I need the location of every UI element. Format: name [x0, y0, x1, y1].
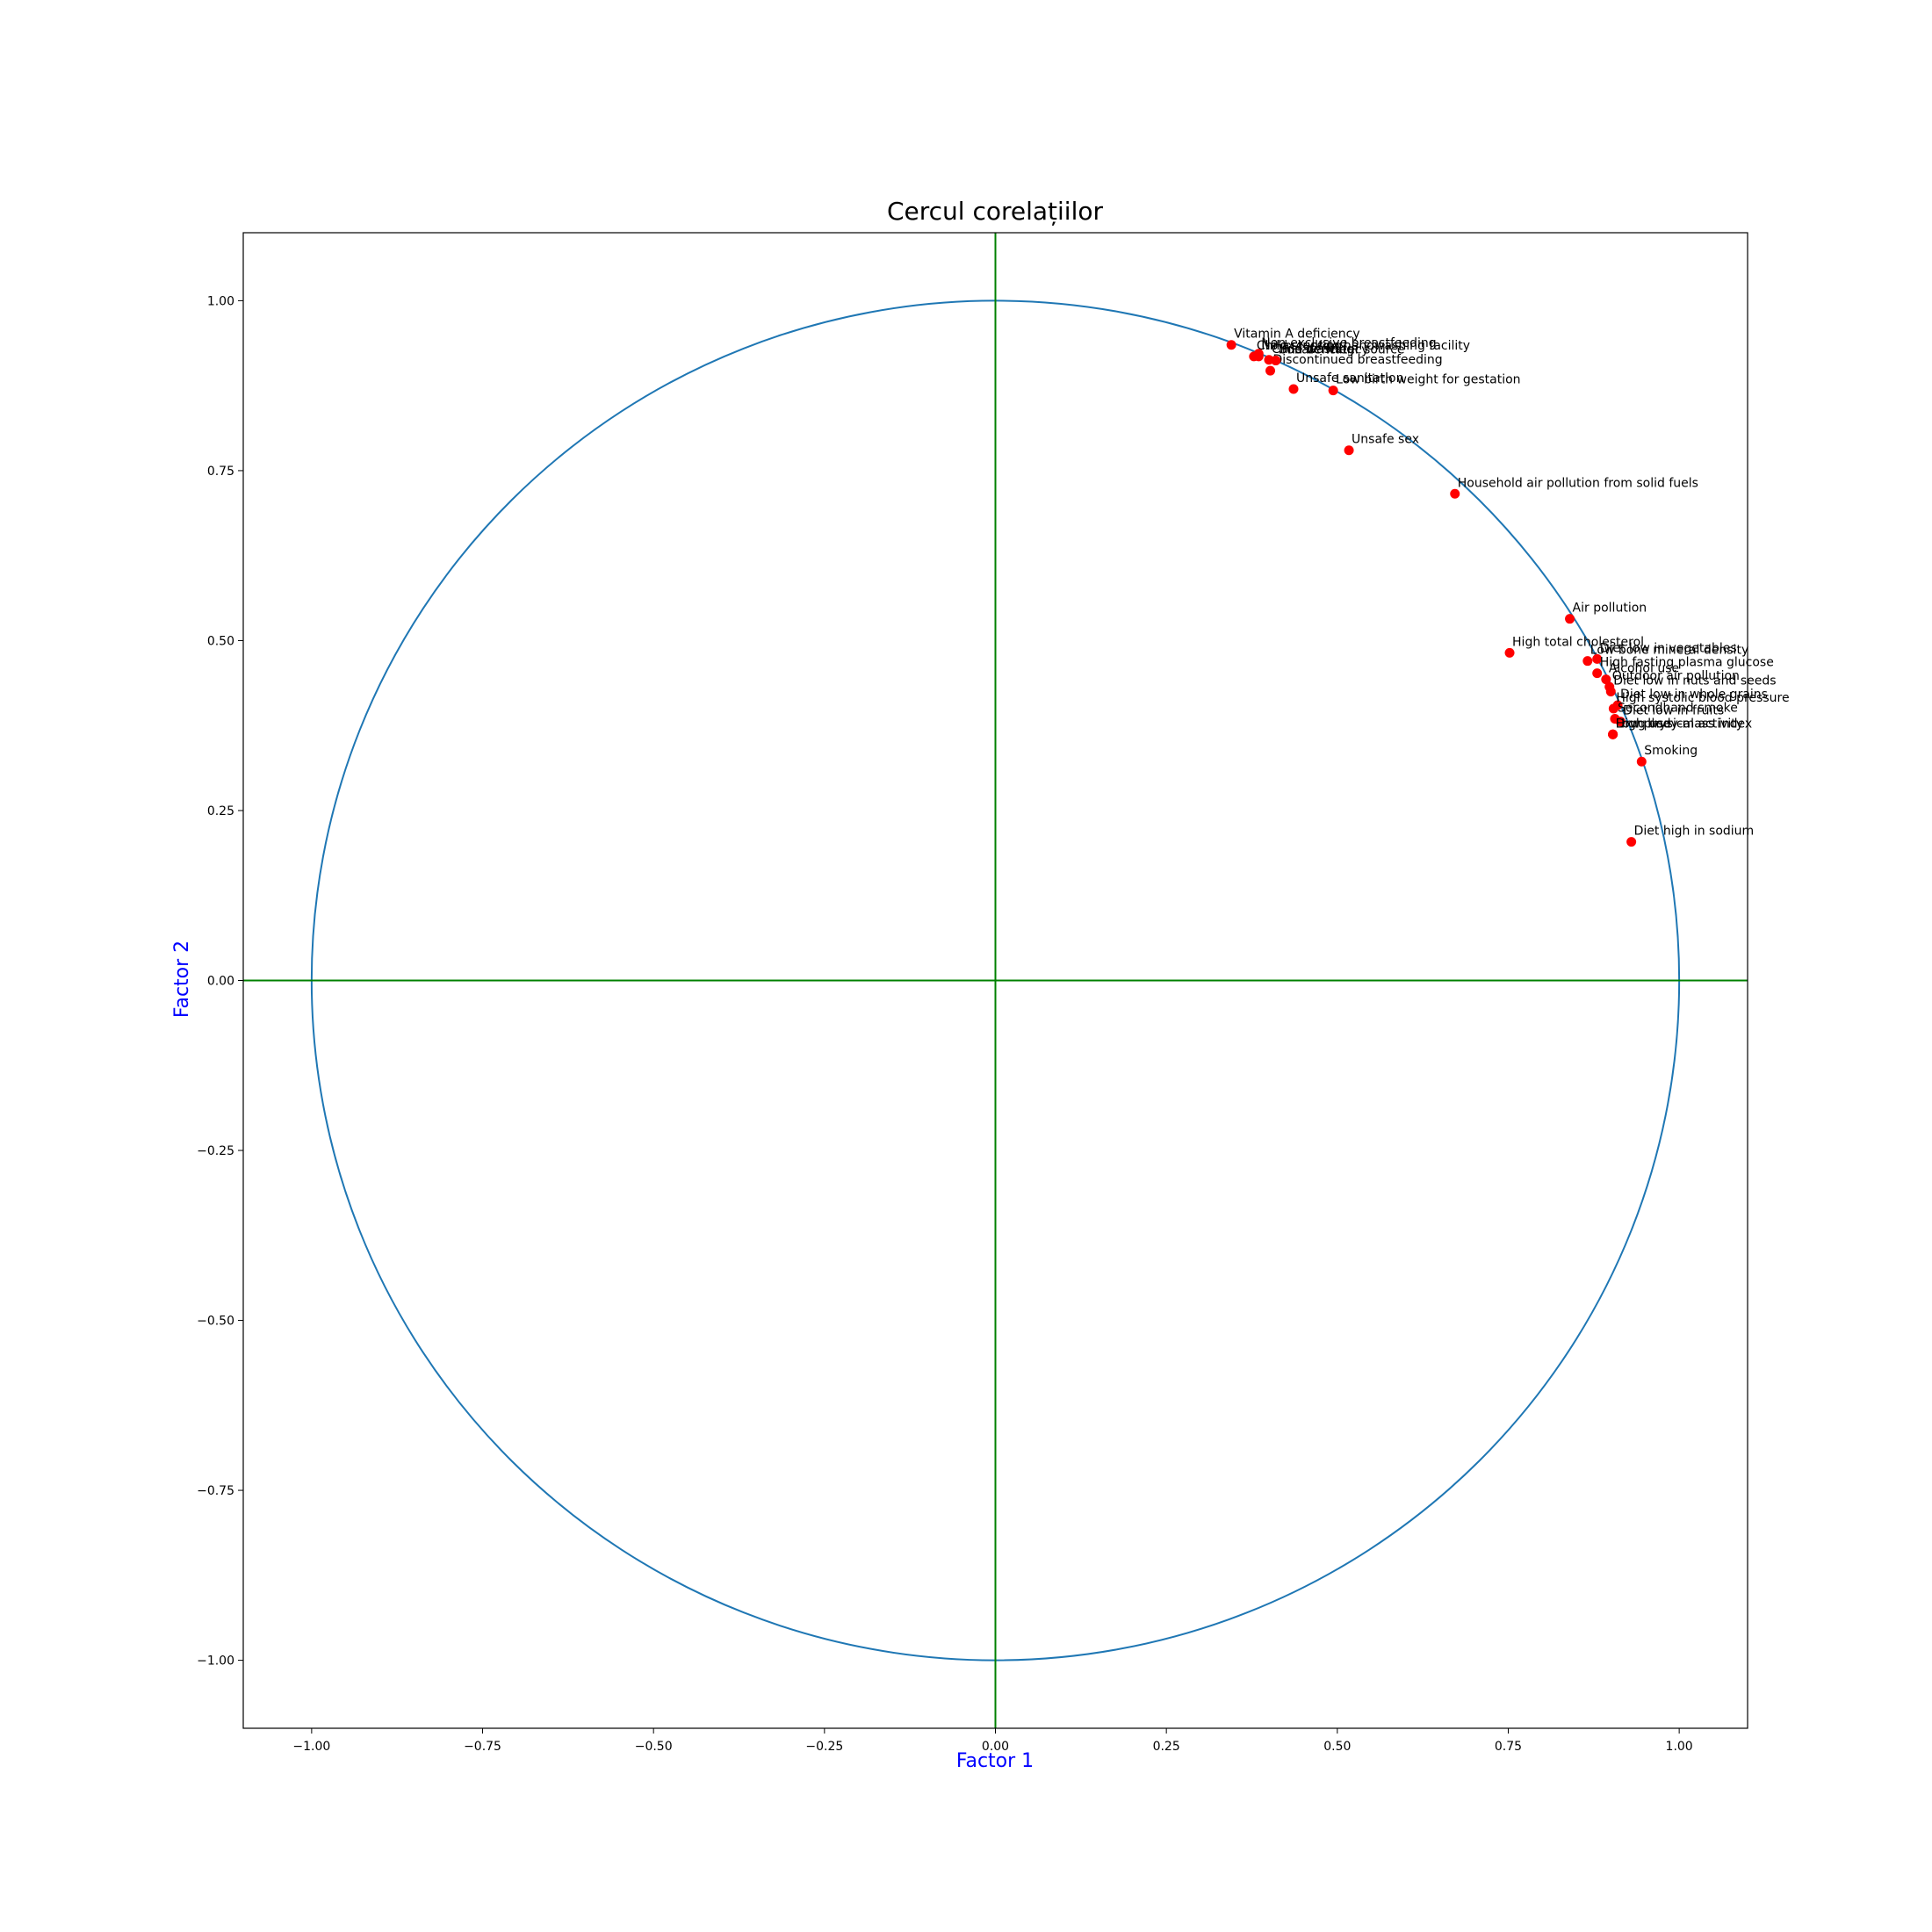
- y-tick-label: −0.50: [197, 1315, 234, 1329]
- point-label: Low bone mineral density: [1590, 644, 1748, 658]
- data-point: [1565, 614, 1575, 624]
- point-label: Outdoor air pollution: [1612, 669, 1740, 683]
- data-point: [1601, 674, 1611, 685]
- y-tick-label: 0.50: [207, 634, 234, 648]
- point-label: High body-mass index: [1616, 717, 1753, 731]
- x-tick-label: −0.75: [464, 1740, 501, 1754]
- point-label: Non-exclusive breastfeeding: [1261, 336, 1436, 350]
- point-label: No access to handwashing facility: [1261, 339, 1470, 353]
- chart-title: Cercul corelațiilor: [887, 197, 1104, 226]
- point-label: Diet low in fruits: [1623, 704, 1724, 718]
- point-label: Diet low in nuts and seeds: [1613, 674, 1776, 688]
- x-tick-label: −0.25: [805, 1740, 843, 1754]
- point-label: Secondhand smoke: [1618, 701, 1738, 715]
- point-label: Household air pollution from solid fuels: [1458, 476, 1698, 490]
- x-tick-label: 0.50: [1323, 1740, 1351, 1754]
- point-label: Child stunting: [1257, 339, 1342, 353]
- data-point: [1328, 386, 1338, 396]
- y-tick-label: 0.75: [207, 465, 234, 479]
- x-tick-label: 0.00: [982, 1740, 1009, 1754]
- data-point: [1271, 356, 1281, 366]
- point-label: Unsafe sanitation: [1296, 371, 1404, 386]
- x-axis-label: Factor 1: [956, 1750, 1034, 1772]
- point-label: High systolic blood pressure: [1616, 691, 1789, 705]
- point-label: Smoking: [1644, 744, 1698, 758]
- point-label: Iron deficiency: [1279, 343, 1369, 357]
- y-tick-label: −0.75: [197, 1484, 234, 1498]
- point-label: Diet high in sodium: [1634, 825, 1755, 839]
- point-label: Vitamin A deficiency: [1234, 328, 1359, 342]
- point-label: Child wasting: [1272, 342, 1354, 357]
- plot-area: −1.00 −1.00 −0.75 −0.75 −0.50 −0.50 −0.25 −0.25…: [197, 232, 1790, 1754]
- point-label: Low birth weight for gestation: [1336, 373, 1520, 387]
- point-label: Unsafe sex: [1352, 433, 1419, 447]
- y-tick-label: 1.00: [207, 294, 234, 308]
- x-tick-label: 1.00: [1666, 1740, 1693, 1754]
- y-axis-label: Factor 2: [171, 941, 193, 1018]
- point-label: High total cholesterol: [1512, 635, 1644, 649]
- point-label: High fasting plasma glucose: [1600, 656, 1774, 670]
- point-label: Alcohol use: [1609, 662, 1679, 676]
- data-point: [1344, 445, 1354, 456]
- point-label: Discontinued breastfeeding: [1273, 353, 1443, 367]
- data-point: [1608, 729, 1618, 739]
- data-point: [1626, 837, 1637, 847]
- x-tick-label: −1.00: [292, 1740, 330, 1754]
- data-point: [1608, 703, 1618, 714]
- data-point: [1592, 668, 1603, 679]
- data-point: [1605, 687, 1616, 697]
- y-tick-label: −0.25: [197, 1144, 234, 1158]
- data-point: [1450, 488, 1460, 499]
- point-label: Diet low in whole grains: [1620, 688, 1768, 702]
- y-tick-label: 0.00: [207, 975, 234, 989]
- x-tick-label: 0.25: [1153, 1740, 1180, 1754]
- data-point: [1592, 653, 1603, 664]
- y-tick-label: 0.25: [207, 804, 234, 818]
- point-label: Air pollution: [1573, 602, 1647, 616]
- x-tick-label: −0.50: [635, 1740, 673, 1754]
- data-point: [1636, 756, 1647, 767]
- data-point: [1288, 384, 1299, 394]
- data-point: [1582, 656, 1593, 667]
- data-point: [1504, 647, 1515, 658]
- y-tick-label: −1.00: [197, 1654, 234, 1669]
- point-label: Diet low in vegetables: [1600, 641, 1737, 655]
- x-tick-label: 0.75: [1495, 1740, 1522, 1754]
- data-point: [1265, 365, 1276, 376]
- point-label: Low physical activity: [1616, 717, 1743, 731]
- data-point: [1253, 351, 1264, 362]
- data-point: [1615, 717, 1626, 727]
- point-label: Unsafe water source: [1279, 343, 1405, 357]
- data-point: [1226, 340, 1236, 350]
- point-label: Drug use: [1616, 717, 1672, 731]
